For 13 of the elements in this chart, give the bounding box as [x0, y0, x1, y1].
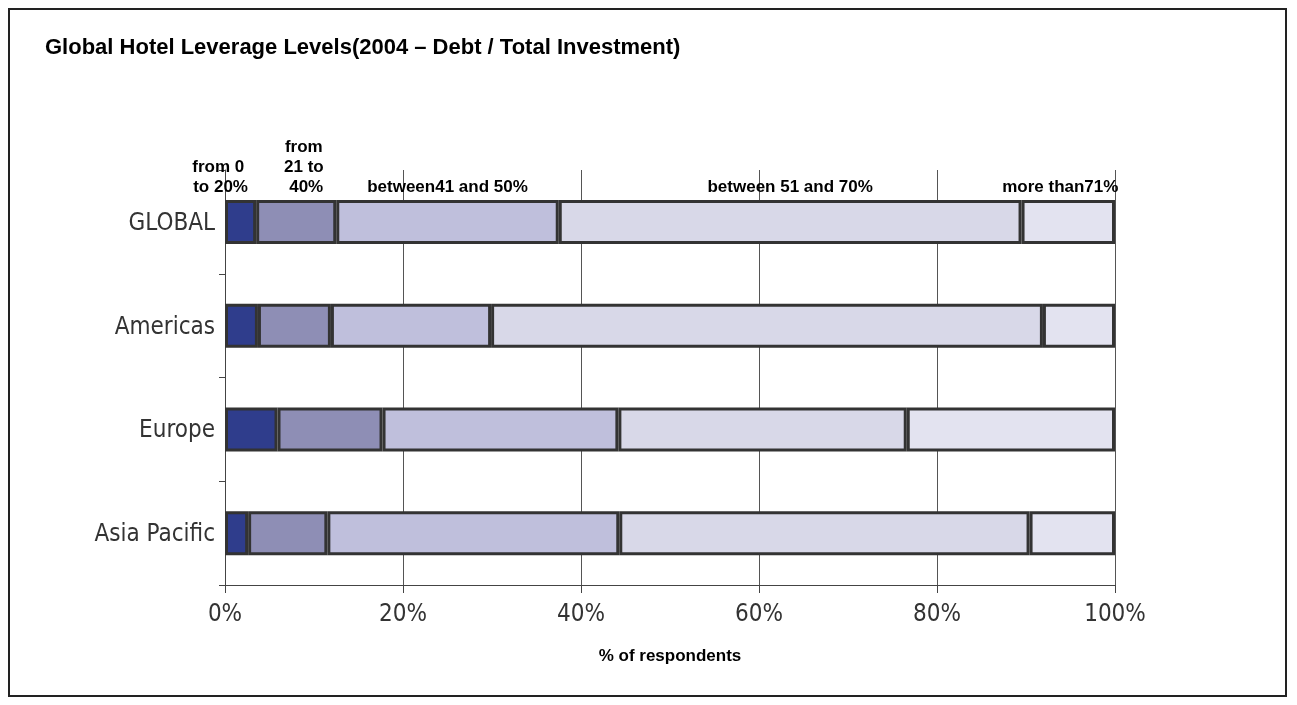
- chart-title: Global Hotel Leverage Levels(2004 – Debt / Total Investment): [45, 33, 681, 59]
- y-tick-label: Europe: [139, 415, 215, 444]
- y-tick-label: Americas: [114, 311, 215, 340]
- x-tick-label: 20%: [379, 599, 427, 627]
- x-tick-label: 80%: [913, 599, 961, 627]
- x-tick-label: 40%: [557, 599, 605, 627]
- series-label: from 21 to 40%: [284, 137, 329, 197]
- y-tick-label: GLOBAL: [128, 207, 215, 236]
- x-tick-label: 0%: [207, 599, 243, 627]
- x-tick-label: 60%: [735, 599, 783, 627]
- x-tick-label: 100%: [1084, 599, 1146, 627]
- y-tick-label: Asia Pacific: [94, 519, 215, 548]
- x-axis-title: % of respondents: [598, 646, 742, 665]
